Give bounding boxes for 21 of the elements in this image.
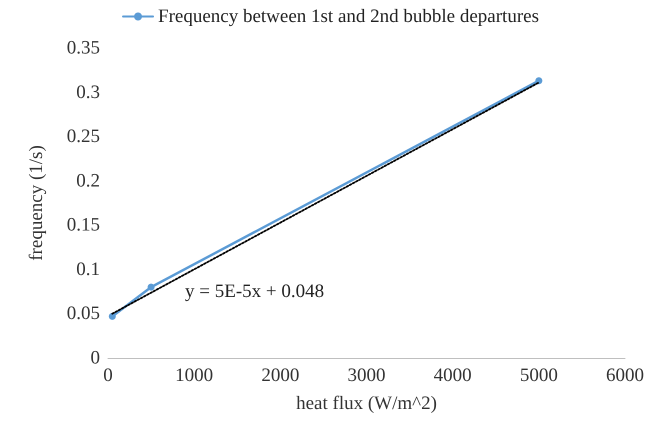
x-tick-label: 0: [103, 365, 113, 386]
y-tick-label: 0.1: [76, 258, 100, 280]
annotation: y = 5E-5x + 0.048: [185, 281, 324, 302]
x-tick-label: 5000: [520, 365, 558, 386]
y-tick-label: 0.2: [76, 170, 100, 192]
x-tick-label: 1000: [175, 365, 214, 386]
y-tick-label: 0.3: [76, 82, 100, 103]
x-axis-title: heat flux (W/m^2): [296, 393, 437, 414]
y-tick-label: 0: [90, 348, 100, 368]
y-tick-label: 0.35: [66, 38, 100, 58]
y-tick-label: 0.15: [66, 214, 100, 236]
point: [148, 284, 155, 291]
legend-label: Frequency between 1st and 2nd bubble departures: [158, 6, 539, 27]
x-tick-label: 6000: [606, 365, 644, 386]
point: [108, 312, 116, 320]
x-tick-label: 4000: [434, 365, 472, 386]
x-tick-label: 2000: [261, 365, 300, 386]
x-tick-label: 3000: [348, 365, 386, 386]
y-tick-label: 0.05: [66, 303, 100, 324]
y-axis-title: frequency (1/s): [26, 145, 47, 261]
y-tick-label: 0.25: [66, 126, 100, 148]
